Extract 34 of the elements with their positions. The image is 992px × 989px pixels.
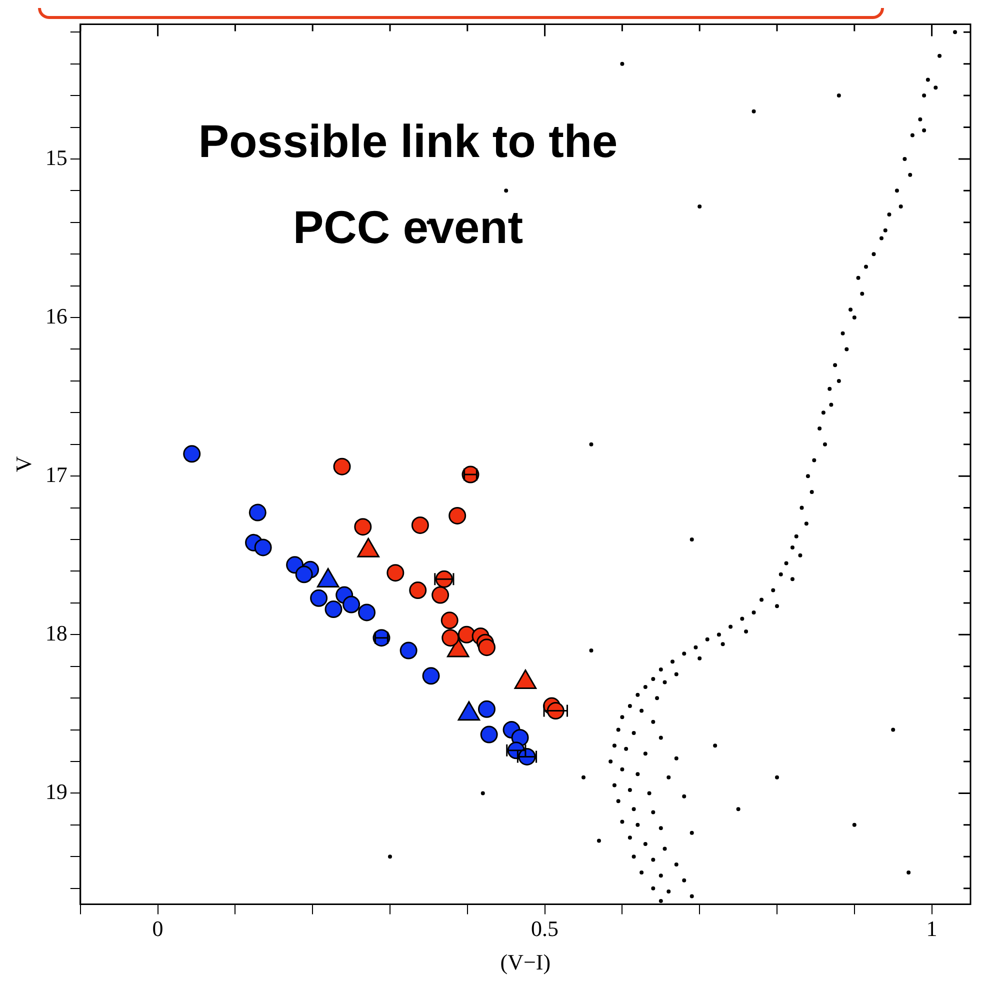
y-axis-title: V [10,456,36,472]
point [333,458,351,476]
point [422,667,440,685]
point [310,589,328,607]
x-tick-label: 1 [926,916,938,942]
y-tick-label: 19 [45,778,68,804]
point [442,629,460,647]
point [411,516,429,534]
point [295,566,313,584]
point [432,586,450,604]
point [440,612,458,630]
point [354,518,372,536]
y-tick-label: 18 [45,620,68,646]
point [400,642,418,660]
x-tick-label: 0 [152,916,164,942]
point [324,600,342,618]
point [480,726,498,744]
point [448,506,466,524]
y-tick-label: 15 [45,144,68,170]
x-tick-label: 0.5 [531,916,559,942]
point [358,604,376,622]
point [254,538,272,556]
point [183,445,201,463]
point [409,582,427,600]
y-tick-label: 17 [45,462,68,487]
x-axis-title: (V−I) [500,950,551,975]
point [342,596,360,614]
point [478,700,496,718]
point [386,564,404,582]
point [248,504,266,522]
point [458,626,476,644]
annotation: Possible link to the PCC event [197,114,619,255]
point [478,638,496,656]
y-tick-label: 16 [45,303,68,328]
